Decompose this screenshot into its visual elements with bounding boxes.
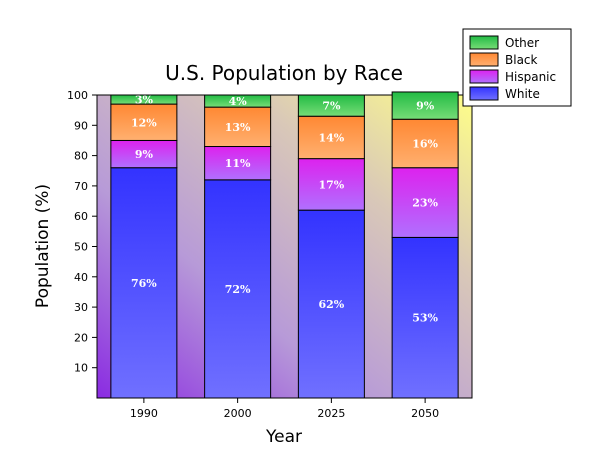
data-label-white-1990: 76% [131,277,157,290]
segment-labels: 76% 9% 12% 3% 72% 11% 13% 4% 62% 17% 14% 7% 53% 23% 16… [131,94,439,325]
y-ticks: 10 20 30 40 50 60 70 80 90 100 [67,89,97,375]
bars [110,91,459,399]
x-axis-title: Year [265,427,302,447]
bar-segment-white-1990 [110,167,178,399]
data-label-white-2050: 53% [412,312,438,325]
bar-segment-white-2050 [391,236,459,399]
x-tick-label: 2000 [224,407,252,420]
bar-segment-other-2000 [204,94,272,108]
data-label-hispanic-2050: 23% [412,197,438,210]
chart-title: U.S. Population by Race [165,61,403,85]
bar-segment-other-2050 [391,91,459,120]
bar-segment-black-1990 [110,103,178,141]
data-label-other-2025: 7% [322,100,341,113]
legend-swatch-other [469,35,499,50]
y-tick-label: 50 [74,241,88,254]
bar-segment-other-2025 [297,94,365,117]
data-label-other-2000: 4% [229,95,248,108]
y-tick-label: 90 [74,119,88,132]
y-axis-title: Population (%) [33,184,53,308]
data-label-black-2000: 13% [225,121,251,134]
legend-swatch-hispanic [469,69,499,84]
bar-segment-hispanic-2000 [204,146,272,181]
legend-label-other: Other [505,36,539,50]
legend-swatch-black [469,52,499,67]
y-tick-label: 60 [74,210,88,223]
y-tick-label: 40 [74,271,88,284]
data-label-other-2050: 9% [416,100,435,113]
bar-segment-hispanic-2025 [297,158,365,211]
bar-segment-black-2050 [391,118,459,169]
y-tick-label: 20 [74,331,88,344]
bar-segment-black-2000 [204,106,272,148]
x-tick-label: 2050 [411,407,439,420]
data-label-white-2000: 72% [225,283,251,296]
y-tick-label: 70 [74,180,88,193]
x-ticks: 1990 2000 2025 2050 [130,398,439,420]
legend: Other Black Hispanic White [462,28,572,107]
data-label-hispanic-2000: 11% [225,157,251,170]
legend-label-hispanic: Hispanic [505,70,556,84]
bar-segment-other-1990 [110,94,178,105]
legend-swatch-white [469,86,499,101]
data-label-black-1990: 12% [131,116,157,129]
data-label-hispanic-1990: 9% [135,148,154,161]
legend-label-white: White [505,87,540,101]
data-label-black-2025: 14% [318,131,344,144]
bar-segment-hispanic-2050 [391,167,459,238]
data-label-black-2050: 16% [412,137,438,150]
legend-label-black: Black [505,53,538,67]
bar-segment-black-2025 [297,115,365,160]
y-tick-label: 30 [74,301,88,314]
data-label-other-1990: 3% [135,94,154,107]
x-tick-label: 2025 [317,407,345,420]
data-label-white-2025: 62% [318,298,344,311]
y-tick-label: 10 [74,362,88,375]
y-tick-label: 100 [67,89,88,102]
y-tick-label: 80 [74,150,88,163]
data-label-hispanic-2025: 17% [318,178,344,191]
x-tick-label: 1990 [130,407,158,420]
